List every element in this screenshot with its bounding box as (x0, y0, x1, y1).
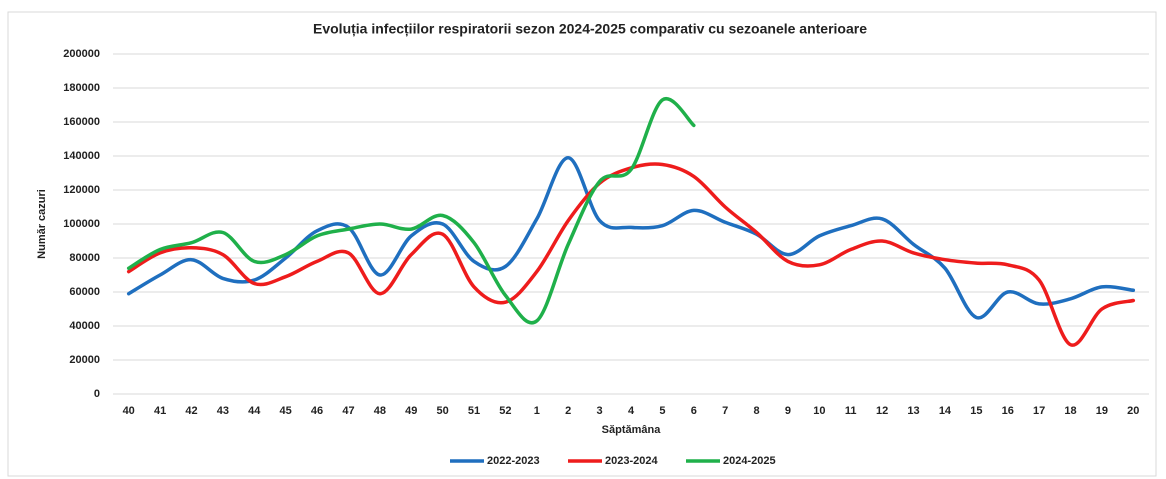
legend-label: 2024-2025 (723, 455, 776, 467)
x-tick-label: 16 (1002, 405, 1014, 417)
x-tick-label: 18 (1064, 405, 1076, 417)
x-tick-label: 9 (785, 405, 791, 417)
x-axis-label: Săptămâna (602, 424, 662, 436)
y-tick-label: 140000 (63, 150, 100, 162)
legend-label: 2023-2024 (605, 455, 658, 467)
x-tick-label: 47 (342, 405, 354, 417)
y-tick-label: 180000 (63, 82, 100, 94)
y-tick-label: 20000 (69, 354, 100, 366)
x-tick-label: 3 (597, 405, 603, 417)
x-tick-label: 43 (217, 405, 229, 417)
x-tick-label: 1 (534, 405, 540, 417)
x-tick-label: 10 (813, 405, 825, 417)
y-tick-label: 80000 (69, 252, 100, 264)
y-tick-label: 160000 (63, 116, 100, 128)
x-tick-label: 49 (405, 405, 417, 417)
y-tick-label: 100000 (63, 218, 100, 230)
y-axis-label: Număr cazuri (36, 189, 48, 259)
y-tick-label: 200000 (63, 48, 100, 60)
x-tick-label: 11 (845, 405, 857, 417)
x-tick-label: 52 (499, 405, 511, 417)
x-tick-label: 12 (876, 405, 888, 417)
x-tick-label: 13 (907, 405, 919, 417)
x-tick-label: 48 (374, 405, 386, 417)
x-tick-label: 19 (1096, 405, 1108, 417)
x-tick-label: 6 (691, 405, 697, 417)
x-tick-label: 46 (311, 405, 323, 417)
x-tick-label: 17 (1033, 405, 1045, 417)
x-tick-label: 2 (565, 405, 571, 417)
y-tick-label: 60000 (69, 286, 100, 298)
x-tick-label: 14 (939, 405, 952, 417)
x-tick-label: 5 (659, 405, 665, 417)
x-tick-label: 44 (248, 405, 261, 417)
y-tick-label: 120000 (63, 184, 100, 196)
legend-label: 2022-2023 (487, 455, 540, 467)
x-tick-label: 7 (722, 405, 728, 417)
x-tick-label: 4 (628, 405, 635, 417)
x-tick-label: 45 (280, 405, 292, 417)
x-tick-label: 15 (970, 405, 982, 417)
chart-title: Evoluția infecțiilor respiratorii sezon … (313, 21, 867, 37)
y-tick-label: 0 (94, 388, 100, 400)
x-tick-label: 51 (468, 405, 480, 417)
chart-border (7, 11, 1157, 477)
x-tick-label: 42 (185, 405, 197, 417)
x-tick-label: 40 (123, 405, 135, 417)
x-tick-label: 8 (754, 405, 760, 417)
x-tick-label: 20 (1127, 405, 1139, 417)
x-tick-label: 50 (437, 405, 449, 417)
y-tick-label: 40000 (69, 320, 100, 332)
x-tick-label: 41 (154, 405, 166, 417)
series-line (126, 97, 696, 325)
